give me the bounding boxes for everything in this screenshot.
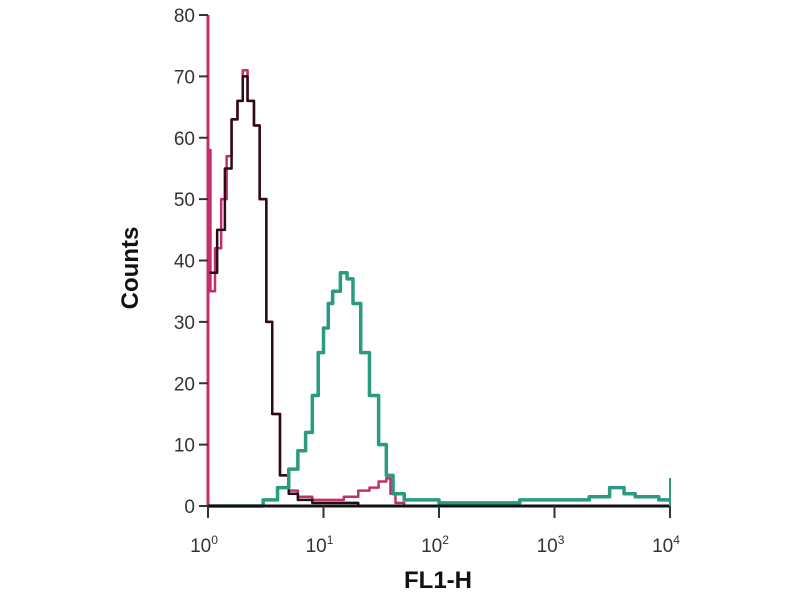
y-tick-label: 50 [174, 190, 195, 211]
series-line-1 [208, 75, 670, 508]
y-tick-label: 30 [174, 313, 195, 334]
x-tick-label: 103 [537, 533, 565, 557]
x-axis-label: FL1-H [404, 567, 472, 594]
y-tick-label: 60 [174, 129, 195, 150]
y-axis-label: Counts [117, 227, 144, 310]
axes: 0 10 20 30 40 50 60 70 80 100 101 102 103 104 [174, 6, 680, 557]
x-tick-label: 102 [421, 533, 449, 557]
y-tick-label: 70 [174, 67, 195, 88]
x-tick-label: 100 [190, 533, 218, 557]
x-tick-label: 101 [306, 533, 334, 557]
y-tick-label: 80 [174, 6, 195, 27]
y-tick-label: 20 [174, 374, 195, 395]
y-tick-label: 0 [184, 497, 195, 518]
y-tick-label: 10 [174, 436, 195, 457]
series-layer [206, 68, 670, 508]
series-line-0 [206, 68, 670, 508]
y-tick-label: 40 [174, 252, 195, 273]
series-line-2 [208, 271, 670, 508]
x-tick-label: 104 [652, 533, 680, 557]
